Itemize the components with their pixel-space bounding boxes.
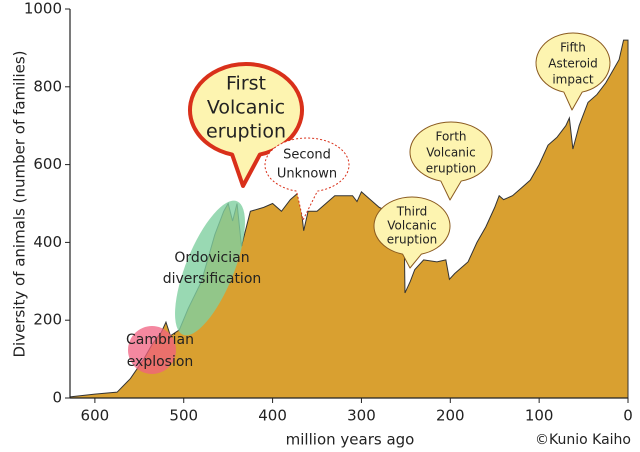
y-tick-label: 1000 <box>24 0 62 18</box>
y-tick-label: 0 <box>52 389 62 407</box>
annotation-text: Asteroid <box>548 57 598 71</box>
annotation-text: Volcanic <box>426 146 475 160</box>
annotation-text: diversification <box>163 271 262 287</box>
annotation-text: Second <box>283 148 331 163</box>
annotation-text: Third <box>396 205 428 219</box>
annotation-text: impact <box>552 73 594 87</box>
x-tick-label: 100 <box>525 407 554 425</box>
callout-bubble <box>535 32 611 111</box>
x-tick-label: 600 <box>81 407 110 425</box>
x-tick-label: 300 <box>347 407 376 425</box>
annotation-text: eruption <box>426 162 477 176</box>
x-tick-label: 0 <box>623 407 633 425</box>
annotation-text: Volcanic <box>207 97 285 119</box>
callout-bubble <box>409 121 493 201</box>
y-tick-label: 800 <box>33 77 62 95</box>
callout-bubble <box>373 196 451 269</box>
y-axis-label: Diversity of animals (number of families… <box>11 50 29 357</box>
y-tick-label: 600 <box>33 155 62 173</box>
annotation-text: eruption <box>387 233 438 247</box>
annotation-text: Unknown <box>277 167 337 182</box>
callout-bubble <box>188 62 304 188</box>
x-tick-label: 500 <box>169 407 198 425</box>
x-tick-label: 400 <box>258 407 287 425</box>
y-tick-label: 400 <box>33 233 62 251</box>
annotation-text: eruption <box>206 121 286 143</box>
x-tick-label: 200 <box>436 407 465 425</box>
highlight <box>175 200 245 336</box>
highlight <box>128 326 176 374</box>
callout-bubble <box>264 137 350 221</box>
annotation-text: Forth <box>435 130 466 144</box>
annotation-text: Volcanic <box>387 219 436 233</box>
annotation-text: Cambrian <box>126 332 194 348</box>
credit: ©Kunio Kaiho <box>535 432 631 448</box>
annotation-text: explosion <box>127 354 194 370</box>
x-axis-label: million years ago <box>286 431 415 449</box>
annotation-text: Ordovician <box>174 250 249 266</box>
annotation-text: First <box>226 73 266 95</box>
y-tick-label: 200 <box>33 311 62 329</box>
annotation-text: Fifth <box>560 41 586 55</box>
